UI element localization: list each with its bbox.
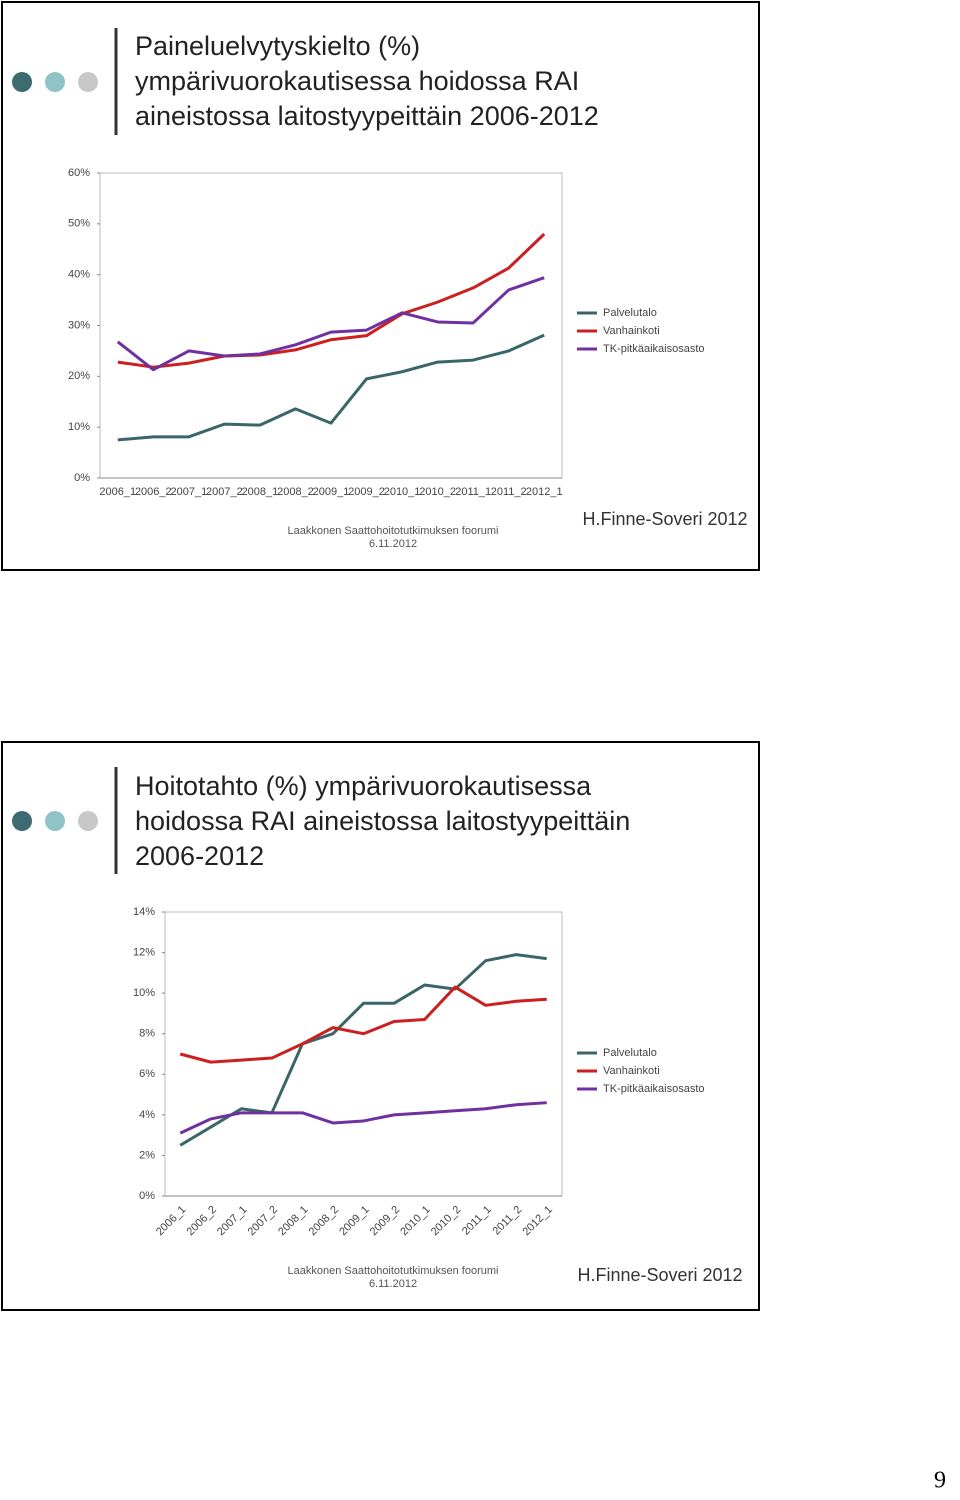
series-line <box>117 333 545 442</box>
footer-author: H.Finne-Soveri 2012 <box>577 1265 742 1285</box>
footer-date: 6.11.2012 <box>369 538 417 550</box>
y-tick-label: 60% <box>68 167 90 179</box>
x-tick-label: 2010_2 <box>419 486 456 498</box>
y-tick-label: 6% <box>139 1068 155 1080</box>
page-number: 9 <box>934 1468 946 1494</box>
x-tick-label: 2007_2 <box>206 486 243 498</box>
x-tick-label: 2006_2 <box>135 486 172 498</box>
y-tick-label: 0% <box>139 1190 155 1202</box>
series-line <box>117 232 546 369</box>
legend-label: Palvelutalo <box>603 1047 657 1059</box>
series-line <box>179 985 547 1064</box>
y-tick-label: 2% <box>139 1149 155 1161</box>
y-tick-label: 14% <box>133 906 155 918</box>
x-tick-label: 2007_1 <box>170 486 207 498</box>
x-tick-label: 2006_1 <box>99 486 136 498</box>
footer-date: 6.11.2012 <box>369 1278 417 1290</box>
slide-title: 2006-2012 <box>135 841 264 871</box>
footer-source: Laakkonen Saattohoitotutkimuksen foorumi <box>288 1265 499 1277</box>
x-tick-label: 2010_1 <box>384 486 421 498</box>
plot-frame <box>164 911 563 1196</box>
slide-decoration <box>12 28 118 874</box>
series-line <box>179 1101 547 1135</box>
series-line <box>179 953 547 1147</box>
legend-label: Vanhainkoti <box>603 325 660 337</box>
slide-title: hoidossa RAI aineistossa laitostyypeittä… <box>135 806 630 836</box>
slide-title: aineistossa laitostyypeittäin 2006-2012 <box>135 101 599 131</box>
x-tick-label: 2011_1 <box>455 486 491 498</box>
y-tick-label: 12% <box>133 946 155 958</box>
y-tick-label: 10% <box>133 987 155 999</box>
y-tick-label: 30% <box>68 319 90 331</box>
footer-source: Laakkonen Saattohoitotutkimuksen foorumi <box>288 525 499 537</box>
x-tick-label: 2011_2 <box>491 486 527 498</box>
slide-frame <box>1 1 760 571</box>
y-tick-label: 10% <box>68 421 90 433</box>
x-tick-label: 2012_1 <box>526 486 563 498</box>
y-tick-label: 40% <box>68 269 90 281</box>
legend-label: Vanhainkoti <box>603 1065 660 1077</box>
y-tick-label: 50% <box>68 218 90 230</box>
x-tick-label: 2009_1 <box>313 486 350 498</box>
footer-author: H.Finne-Soveri 2012 <box>582 509 747 529</box>
slide-title: Paineluelvytyskielto (%) <box>135 31 420 61</box>
y-tick-label: 8% <box>139 1028 155 1040</box>
y-tick-label: 4% <box>139 1109 155 1121</box>
legend-label: Palvelutalo <box>603 307 657 319</box>
slide-title: ympärivuorokautisessa hoidossa RAI <box>135 66 579 96</box>
x-tick-label: 2008_2 <box>277 486 314 498</box>
x-tick-label: 2009_2 <box>348 486 385 498</box>
slide-title: Hoitotahto (%) ympärivuorokautisessa <box>135 771 592 801</box>
y-tick-label: 20% <box>68 370 90 382</box>
y-tick-label: 0% <box>74 472 90 484</box>
series-line <box>116 276 545 372</box>
legend-label: TK-pitkäaikaisosasto <box>603 1083 705 1095</box>
legend-label: TK-pitkäaikaisosasto <box>603 343 705 355</box>
x-tick-label: 2008_1 <box>242 486 279 498</box>
